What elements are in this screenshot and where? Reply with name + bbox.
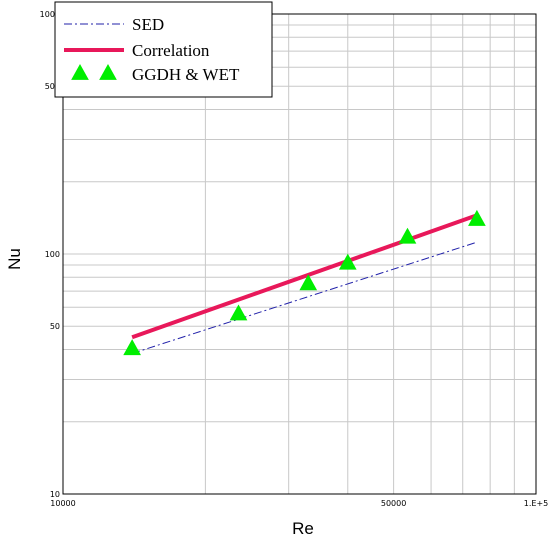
y-tick-labels: 10 50 100 500 1000 <box>40 10 60 499</box>
x-axis-label: Re <box>292 519 314 538</box>
grid <box>63 14 536 494</box>
data-point-marker <box>398 227 417 244</box>
x-tick-label: 10000 <box>50 499 75 508</box>
y-tick-label: 1000 <box>40 10 60 19</box>
series-line-1 <box>131 213 478 340</box>
x-tick-label: 50000 <box>381 499 406 508</box>
legend-label-correlation: Correlation <box>132 41 210 60</box>
legend-marker-triangle <box>71 63 89 80</box>
data-point-marker <box>123 339 141 356</box>
data-point-marker <box>299 274 318 291</box>
legend-label-ggdh-wet: GGDH & WET <box>132 65 240 84</box>
data-point-marker <box>229 304 248 321</box>
plot-frame <box>62 13 537 495</box>
data-point-marker <box>468 209 486 226</box>
x-tick-label: 1.E+5 <box>524 499 548 508</box>
legend-marker-triangle <box>99 63 117 80</box>
series-layer <box>123 209 486 356</box>
legend: SED Correlation GGDH & WET <box>54 1 273 98</box>
x-tick-labels: 10000 50000 1.E+5 <box>50 499 548 508</box>
legend-swatch-ggdh-wet <box>71 63 117 80</box>
y-axis-label: Nu <box>5 248 24 270</box>
series-line-0 <box>131 241 478 354</box>
y-tick-label: 500 <box>45 82 60 91</box>
y-tick-label: 50 <box>50 322 60 331</box>
legend-label-sed: SED <box>132 15 164 34</box>
data-point-marker <box>338 253 357 270</box>
y-tick-label: 100 <box>45 250 60 259</box>
y-tick-label: 10 <box>50 490 60 499</box>
